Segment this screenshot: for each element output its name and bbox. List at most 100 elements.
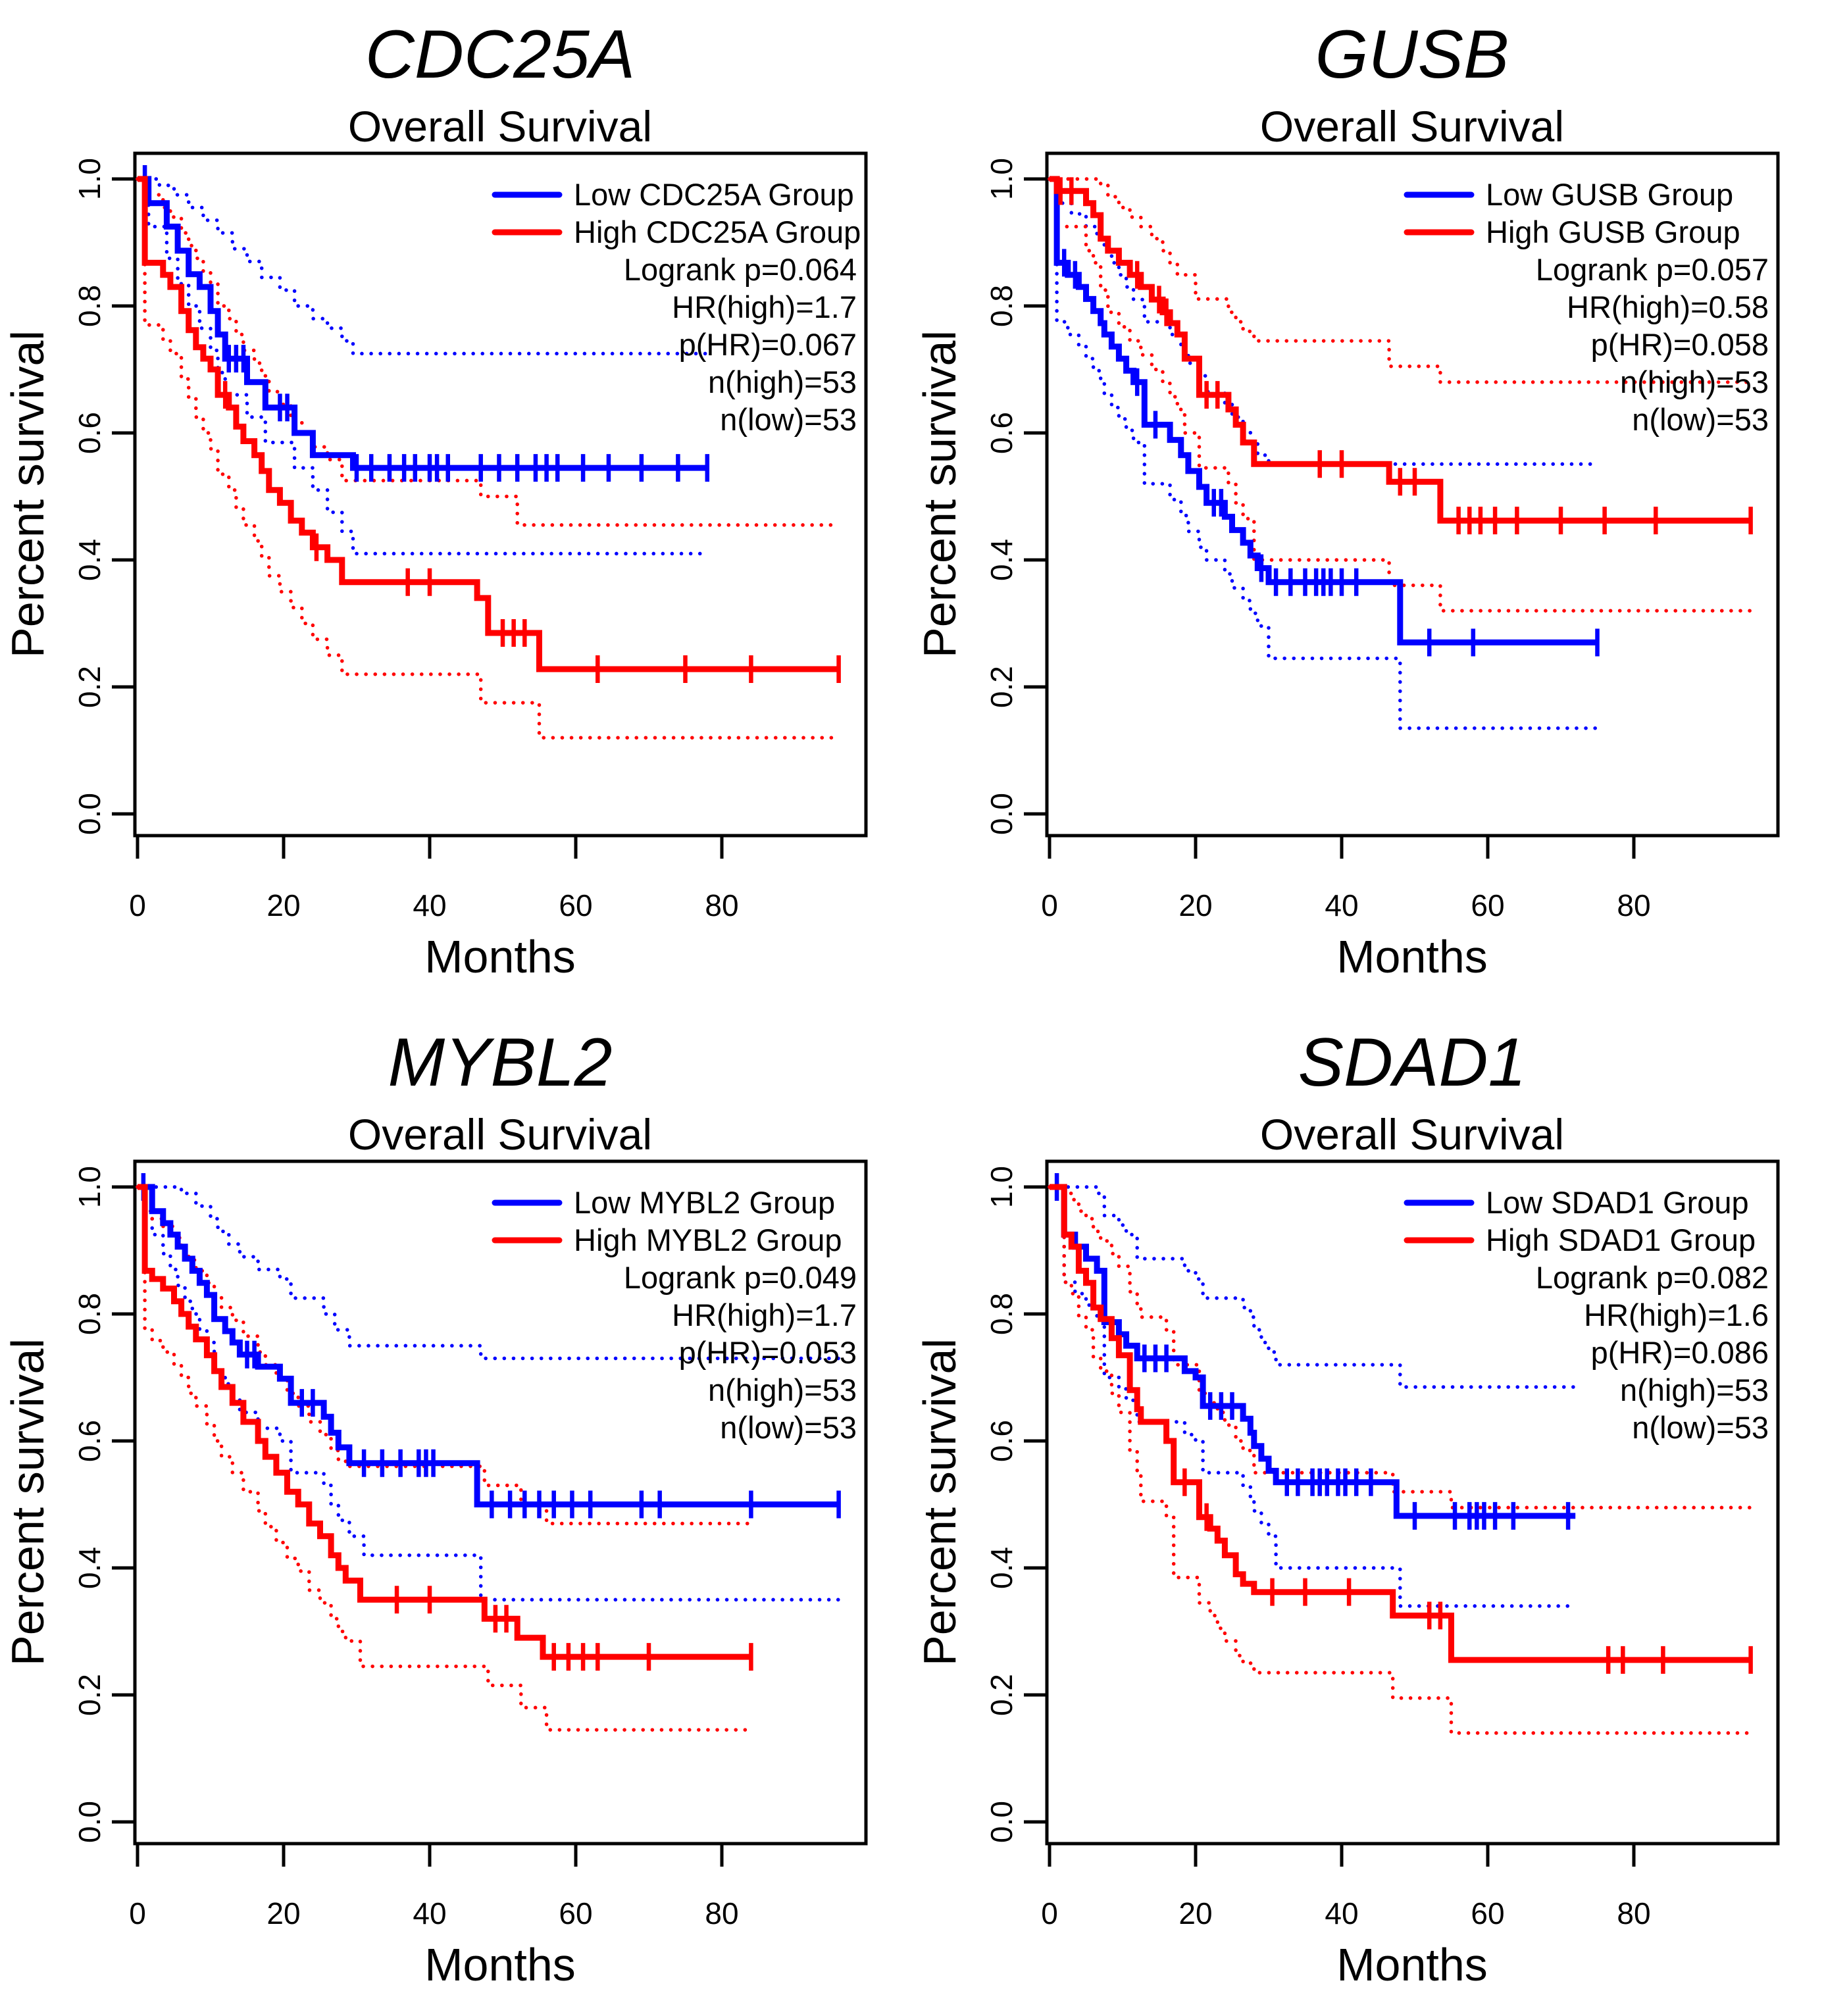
plot-title: Overall Survival bbox=[348, 102, 652, 151]
high-ci-curve bbox=[1048, 1185, 1753, 1510]
stat-line-4: n(low)=53 bbox=[720, 402, 857, 437]
y-axis: 0.0 0.2 0.4 0.6 0.8 1.0 Percent survival bbox=[2, 1166, 135, 1843]
x-axis: 0 20 40 60 80 Months bbox=[1041, 1844, 1651, 1990]
stat-line-1: HR(high)=1.7 bbox=[672, 290, 857, 324]
low-ci-curve bbox=[136, 177, 709, 356]
y-tick-label: 1.0 bbox=[72, 1166, 107, 1208]
x-tick-label: 0 bbox=[129, 1896, 146, 1930]
legend-high-label: High CDC25A Group bbox=[574, 214, 861, 249]
x-axis: 0 20 40 60 80 Months bbox=[129, 836, 739, 982]
x-tick-label: 60 bbox=[559, 888, 592, 922]
y-tick-label: 0.2 bbox=[984, 1674, 1019, 1716]
stat-line-0: Logrank p=0.082 bbox=[1536, 1260, 1769, 1295]
stat-line-2: p(HR)=0.053 bbox=[679, 1335, 857, 1370]
x-tick-label: 20 bbox=[1178, 888, 1212, 922]
y-tick-label: 0.4 bbox=[72, 539, 107, 581]
km-panel-mybl2: MYBL2 Overall Survival 0 20 40 60 80 Months 0.0 0… bbox=[0, 1008, 912, 2016]
low-km-curve bbox=[138, 1184, 839, 1507]
y-tick-label: 0.6 bbox=[72, 1420, 107, 1462]
y-tick-label: 0.4 bbox=[72, 1547, 107, 1589]
x-tick-label: 80 bbox=[1617, 1896, 1650, 1930]
low-ci-curve bbox=[136, 177, 709, 556]
gene-title: GUSB bbox=[1315, 16, 1509, 93]
x-tick-label: 20 bbox=[266, 1896, 300, 1930]
y-tick-label: 0.2 bbox=[72, 666, 107, 708]
x-axis: 0 20 40 60 80 Months bbox=[1041, 836, 1651, 982]
high-km-curve bbox=[138, 1184, 751, 1660]
y-tick-label: 0.0 bbox=[984, 1801, 1019, 1843]
y-tick-label: 0.6 bbox=[984, 412, 1019, 454]
series-group bbox=[136, 165, 841, 740]
legend-low-label: Low GUSB Group bbox=[1486, 177, 1733, 212]
stat-line-1: HR(high)=1.6 bbox=[1584, 1298, 1769, 1332]
y-tick-label: 1.0 bbox=[984, 1166, 1019, 1208]
plot-box bbox=[133, 1159, 868, 1846]
x-tick-label: 60 bbox=[1471, 1896, 1504, 1930]
legend-low-label: Low MYBL2 Group bbox=[574, 1185, 835, 1220]
x-tick-label: 80 bbox=[1617, 888, 1650, 922]
y-axis-label: Percent survival bbox=[2, 330, 53, 658]
y-tick-label: 1.0 bbox=[984, 158, 1019, 200]
stat-line-4: n(low)=53 bbox=[1632, 1410, 1769, 1445]
legend-high-label: High GUSB Group bbox=[1486, 214, 1740, 249]
low-km-curve bbox=[138, 176, 707, 471]
y-tick-label: 0.0 bbox=[72, 1801, 107, 1843]
high-ci-curve bbox=[136, 177, 841, 527]
stat-line-3: n(high)=53 bbox=[708, 365, 857, 399]
x-tick-label: 20 bbox=[266, 888, 300, 922]
gene-title: CDC25A bbox=[365, 16, 635, 93]
y-tick-label: 0.8 bbox=[72, 285, 107, 327]
stat-line-4: n(low)=53 bbox=[720, 1410, 857, 1445]
x-axis-label: Months bbox=[1336, 1939, 1488, 1990]
legend-high-label: High SDAD1 Group bbox=[1486, 1222, 1756, 1257]
y-axis: 0.0 0.2 0.4 0.6 0.8 1.0 Percent survival bbox=[914, 158, 1047, 835]
y-tick-label: 0.0 bbox=[984, 793, 1019, 835]
series-group bbox=[1048, 1173, 1753, 1735]
x-tick-label: 60 bbox=[1471, 888, 1504, 922]
y-tick-label: 0.8 bbox=[984, 285, 1019, 327]
km-chart-svg: CDC25A Overall Survival 0 20 40 60 80 Months 0.0… bbox=[2, 16, 868, 982]
x-tick-label: 40 bbox=[1325, 888, 1358, 922]
x-tick-label: 80 bbox=[705, 1896, 738, 1930]
y-tick-label: 0.6 bbox=[72, 412, 107, 454]
x-tick-label: 20 bbox=[1178, 1896, 1212, 1930]
stat-line-1: HR(high)=1.7 bbox=[672, 1298, 857, 1332]
series-group bbox=[136, 1173, 841, 1732]
high-km-curve bbox=[138, 176, 839, 672]
x-axis-label: Months bbox=[1336, 931, 1488, 982]
x-tick-label: 40 bbox=[413, 888, 446, 922]
low-ci-curve bbox=[1048, 177, 1600, 730]
y-tick-label: 0.6 bbox=[984, 1420, 1019, 1462]
y-tick-label: 0.8 bbox=[984, 1293, 1019, 1335]
x-tick-label: 80 bbox=[705, 888, 738, 922]
high-ci-curve bbox=[136, 1185, 753, 1732]
stat-line-2: p(HR)=0.086 bbox=[1591, 1335, 1769, 1370]
legend-low-label: Low CDC25A Group bbox=[574, 177, 854, 212]
y-tick-label: 0.2 bbox=[72, 1674, 107, 1716]
x-axis: 0 20 40 60 80 Months bbox=[129, 1844, 739, 1990]
x-tick-label: 0 bbox=[129, 888, 146, 922]
y-axis-label: Percent survival bbox=[2, 1338, 53, 1666]
x-axis-label: Months bbox=[424, 931, 576, 982]
stat-line-3: n(high)=53 bbox=[1620, 365, 1769, 399]
y-tick-label: 0.0 bbox=[72, 793, 107, 835]
high-ci-curve bbox=[1048, 1185, 1753, 1735]
plot-box bbox=[1045, 151, 1780, 838]
plot-box bbox=[1045, 1159, 1780, 1846]
high-ci-curve bbox=[136, 177, 841, 740]
x-tick-label: 0 bbox=[1041, 1896, 1058, 1930]
x-axis-label: Months bbox=[424, 1939, 576, 1990]
high-ci-curve bbox=[1048, 177, 1753, 384]
low-ci-curve bbox=[1048, 1185, 1577, 1608]
x-tick-label: 60 bbox=[559, 1896, 592, 1930]
stat-line-1: HR(high)=0.58 bbox=[1567, 290, 1769, 324]
low-km-curve bbox=[1050, 1184, 1576, 1519]
stat-line-0: Logrank p=0.049 bbox=[624, 1260, 857, 1295]
low-ci-curve bbox=[136, 1185, 841, 1361]
